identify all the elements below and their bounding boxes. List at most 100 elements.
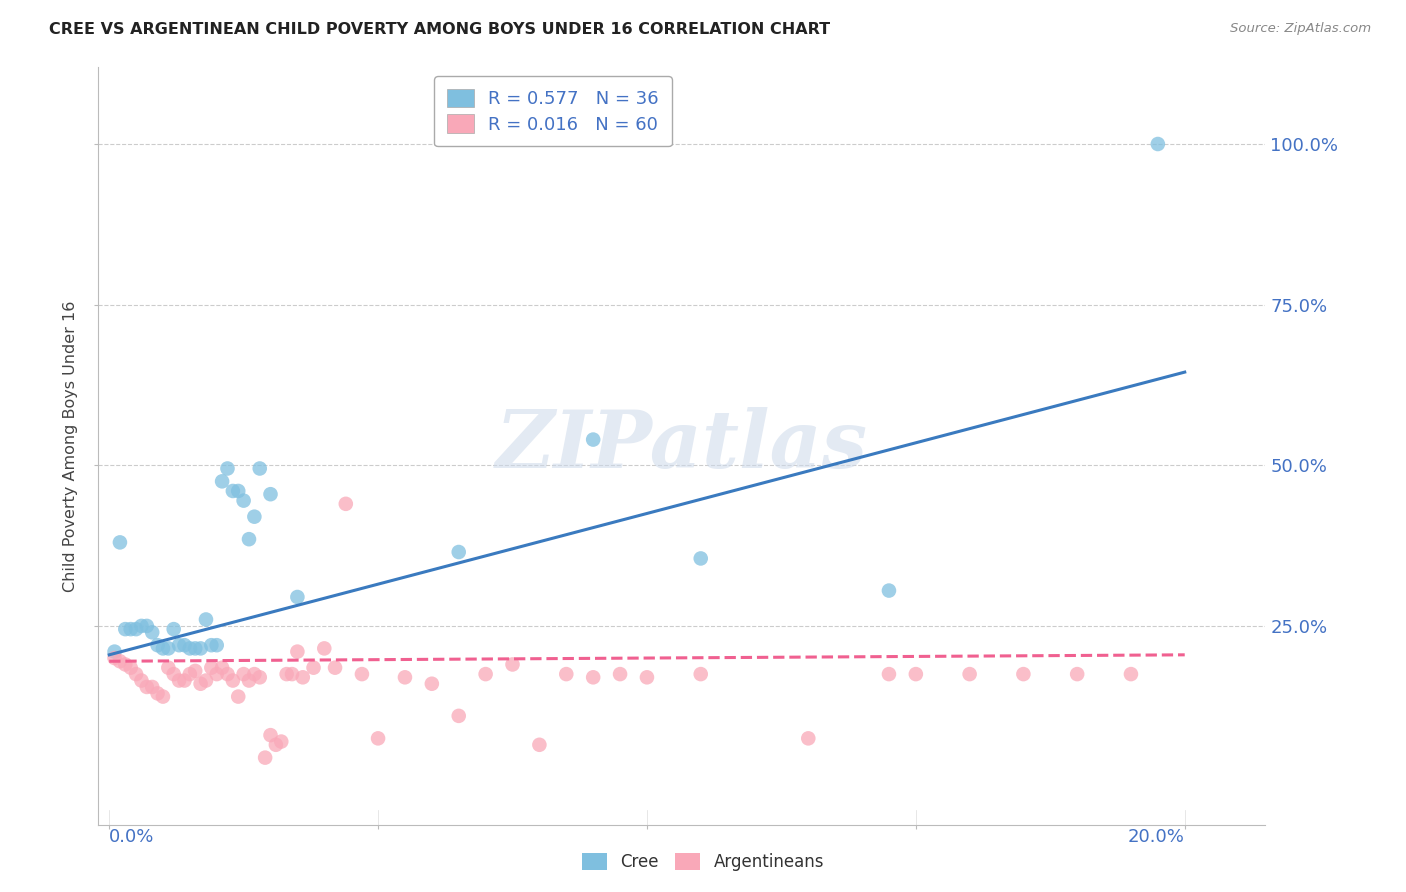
Point (1066, 667, 1088, 681)
Point (222, 673, 245, 688)
Legend: Cree, Argentineans: Cree, Argentineans (574, 845, 832, 880)
Point (797, 731, 820, 746)
Point (609, 667, 631, 681)
Point (131, 673, 153, 688)
Point (259, 487, 281, 501)
Point (226, 483, 249, 498)
Point (135, 619, 157, 633)
Point (125, 622, 148, 636)
Point (135, 680, 157, 694)
Point (211, 475, 233, 489)
Point (636, 670, 658, 684)
Point (877, 667, 900, 681)
Point (287, 645, 309, 659)
Point (125, 667, 148, 681)
Point (222, 483, 245, 498)
Point (367, 731, 389, 746)
Point (167, 638, 190, 652)
Point (163, 622, 186, 636)
Point (103, 651, 125, 665)
Point (184, 664, 207, 678)
Point (205, 667, 228, 681)
Point (323, 661, 346, 675)
Point (281, 667, 304, 681)
Point (877, 583, 900, 598)
Point (238, 532, 260, 546)
Point (163, 667, 186, 681)
Point (276, 667, 298, 681)
Point (141, 625, 163, 640)
Point (259, 728, 281, 742)
Point (152, 641, 174, 656)
Point (184, 641, 207, 656)
Point (194, 612, 217, 626)
Point (254, 750, 277, 764)
Point (226, 690, 249, 704)
Point (238, 673, 260, 688)
Point (350, 667, 373, 681)
Point (232, 493, 254, 508)
Text: CREE VS ARGENTINEAN CHILD POVERTY AMONG BOYS UNDER 16 CORRELATION CHART: CREE VS ARGENTINEAN CHILD POVERTY AMONG … (49, 22, 831, 37)
Legend: R = 0.577   N = 36, R = 0.016   N = 60: R = 0.577 N = 36, R = 0.016 N = 60 (434, 76, 672, 146)
Point (689, 551, 711, 566)
Point (582, 670, 605, 684)
Point (447, 709, 470, 723)
Point (287, 590, 309, 604)
Point (291, 670, 314, 684)
Point (211, 661, 233, 675)
Point (270, 734, 292, 748)
Text: 0.0%: 0.0% (110, 829, 155, 847)
Point (264, 738, 287, 752)
Point (194, 673, 217, 688)
Point (114, 657, 136, 672)
Point (555, 667, 578, 681)
Point (529, 738, 551, 752)
Point (179, 641, 201, 656)
Text: Source: ZipAtlas.com: Source: ZipAtlas.com (1230, 22, 1371, 36)
Point (243, 509, 266, 524)
Point (335, 497, 357, 511)
Point (120, 661, 142, 675)
Point (167, 673, 190, 688)
Point (1012, 667, 1035, 681)
Text: ZIPatlas: ZIPatlas (496, 408, 868, 484)
Point (179, 667, 201, 681)
Point (1119, 667, 1142, 681)
Point (502, 657, 524, 672)
Point (689, 667, 711, 681)
Point (302, 661, 325, 675)
Point (394, 670, 416, 684)
Point (146, 638, 169, 652)
Point (243, 667, 266, 681)
Point (173, 638, 195, 652)
Point (447, 545, 470, 559)
Point (249, 670, 271, 684)
Point (141, 680, 163, 694)
Point (474, 667, 496, 681)
Point (959, 667, 981, 681)
Y-axis label: Child Poverty Among Boys Under 16: Child Poverty Among Boys Under 16 (63, 301, 79, 591)
Point (314, 641, 336, 656)
Point (146, 686, 169, 700)
Point (904, 667, 927, 681)
Point (173, 673, 195, 688)
Point (200, 638, 222, 652)
Point (114, 622, 136, 636)
Point (217, 667, 239, 681)
Text: 20.0%: 20.0% (1128, 829, 1185, 847)
Point (205, 638, 228, 652)
Point (249, 461, 271, 475)
Point (108, 535, 131, 549)
Point (152, 690, 174, 704)
Point (131, 619, 153, 633)
Point (200, 661, 222, 675)
Point (120, 622, 142, 636)
Point (190, 677, 212, 691)
Point (157, 641, 180, 656)
Point (420, 677, 443, 691)
Point (1147, 136, 1170, 151)
Point (108, 654, 131, 668)
Point (217, 461, 239, 475)
Point (190, 641, 212, 656)
Point (157, 661, 180, 675)
